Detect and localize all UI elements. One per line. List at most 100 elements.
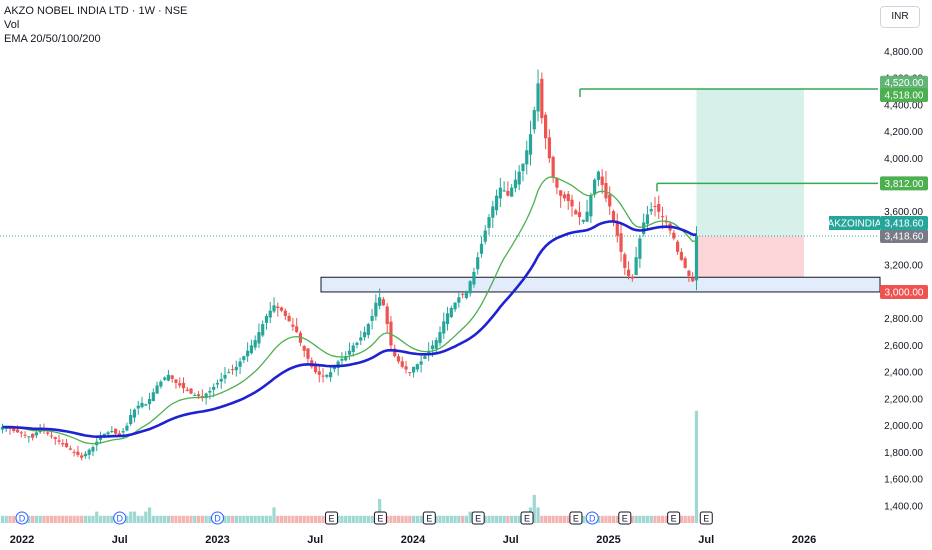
volume-bar bbox=[544, 515, 548, 523]
earnings-event-icon bbox=[520, 511, 534, 525]
volume-bar bbox=[246, 515, 250, 523]
volume-indicator-label[interactable]: Vol bbox=[4, 19, 20, 31]
candle-body bbox=[76, 451, 80, 456]
event-label: E bbox=[475, 514, 481, 524]
time-tick-label: Jul bbox=[112, 534, 128, 546]
chart-legend: AKZO NOBEL INDIA LTD · 1W · NSE Vol EMA … bbox=[4, 4, 187, 46]
volume-bar bbox=[344, 515, 348, 523]
candle-body bbox=[246, 350, 250, 357]
volume-bar bbox=[27, 515, 31, 523]
volume-bar bbox=[12, 515, 16, 523]
volume-bar bbox=[310, 515, 314, 523]
volume-bar bbox=[355, 515, 359, 523]
volume-bar bbox=[261, 515, 265, 523]
earnings-event-icon bbox=[471, 511, 485, 525]
price-tick-label: 1,600.00 bbox=[884, 475, 923, 486]
candle-body bbox=[230, 369, 235, 371]
volume-bar bbox=[317, 515, 321, 523]
volume-bar bbox=[53, 515, 57, 523]
earnings-event-icon bbox=[325, 511, 339, 525]
volume-bar bbox=[87, 515, 91, 523]
candle-body bbox=[279, 307, 284, 311]
candle-body bbox=[427, 350, 431, 354]
time-tick-label: 2024 bbox=[401, 534, 426, 546]
candle-body bbox=[61, 443, 65, 445]
volume-bar bbox=[38, 515, 42, 523]
symbol-title[interactable]: AKZO NOBEL INDIA LTD · 1W · NSE bbox=[4, 5, 188, 17]
price-badge-text: 4,518.00 bbox=[885, 91, 924, 102]
candle-body bbox=[442, 321, 446, 334]
currency-button[interactable]: INR bbox=[880, 6, 920, 28]
candle-body bbox=[370, 316, 374, 321]
candle-body bbox=[619, 233, 623, 252]
price-badge-text: 3,000.00 bbox=[885, 287, 924, 298]
candle-body bbox=[329, 372, 333, 378]
candle-body bbox=[170, 375, 174, 379]
volume-bar bbox=[547, 515, 551, 523]
candle-body bbox=[638, 238, 642, 259]
price-tick-label: 2,000.00 bbox=[884, 421, 923, 432]
volume-bar bbox=[64, 515, 69, 523]
event-label: E bbox=[622, 514, 628, 524]
volume-bar bbox=[336, 515, 340, 523]
zones-layer bbox=[0, 88, 881, 293]
earnings-event-icon bbox=[373, 511, 387, 525]
volume-bar bbox=[566, 515, 570, 523]
volume-bar bbox=[298, 515, 303, 523]
candle-body bbox=[193, 394, 197, 396]
price-badge-text: 3,812.00 bbox=[885, 179, 924, 190]
candle-body bbox=[204, 393, 208, 399]
candle-body bbox=[178, 383, 182, 386]
price-badge-text: 4,520.00 bbox=[885, 78, 924, 89]
candle-body bbox=[604, 183, 608, 199]
price-badge-text: 3,418.60 bbox=[885, 231, 924, 242]
candle-body bbox=[49, 435, 54, 437]
time-axis[interactable]: 2022 Jul 2023 Jul 2024 Jul 2025 Jul 2026 bbox=[0, 528, 932, 550]
volume-bar bbox=[196, 515, 201, 523]
candle-body bbox=[408, 372, 412, 374]
volume-bar bbox=[445, 515, 450, 523]
candle-body bbox=[87, 449, 91, 455]
volume-bar bbox=[664, 515, 668, 523]
candle-body bbox=[268, 310, 272, 318]
volume-bar bbox=[694, 410, 699, 523]
candle-body bbox=[140, 402, 144, 408]
volume-bar bbox=[151, 515, 155, 523]
volume-bar bbox=[400, 515, 404, 523]
volume-bar bbox=[461, 515, 465, 523]
time-axis-bg bbox=[0, 528, 932, 550]
candle-body bbox=[419, 361, 423, 365]
candle-body bbox=[551, 156, 555, 177]
candle-body bbox=[476, 257, 480, 270]
ema-indicator-label[interactable]: EMA 20/50/100/200 bbox=[4, 33, 101, 45]
candle-body bbox=[264, 316, 269, 323]
candle-body bbox=[430, 345, 435, 350]
volume-bar bbox=[510, 515, 514, 523]
symbol-price-badge bbox=[880, 215, 928, 230]
candle-body bbox=[393, 348, 397, 357]
candle-body bbox=[645, 214, 650, 224]
volume-bar bbox=[136, 515, 140, 523]
candle-body bbox=[4, 427, 8, 430]
price-tick-label: 3,600.00 bbox=[884, 207, 923, 218]
candle-body bbox=[57, 440, 61, 442]
candle-body bbox=[570, 199, 574, 207]
candle-body bbox=[23, 434, 27, 436]
volume-bar bbox=[506, 515, 510, 523]
volume-bar bbox=[276, 515, 280, 523]
volume-bar bbox=[268, 515, 272, 523]
price-axis[interactable]: 4,800.004,600.004,400.004,200.004,000.00… bbox=[884, 47, 923, 513]
volume-bar bbox=[638, 515, 642, 523]
candle-body bbox=[117, 433, 121, 436]
candle-body bbox=[223, 374, 227, 379]
candle-body bbox=[27, 436, 31, 438]
earnings-event-icon bbox=[699, 511, 713, 525]
price-tick-label: 1,400.00 bbox=[884, 501, 923, 512]
volume-bar bbox=[4, 515, 8, 523]
event-label: D bbox=[214, 514, 221, 524]
volume-bar bbox=[347, 515, 352, 523]
candle-body bbox=[321, 375, 325, 377]
candle-body bbox=[159, 381, 163, 387]
volume-bar bbox=[155, 515, 159, 523]
